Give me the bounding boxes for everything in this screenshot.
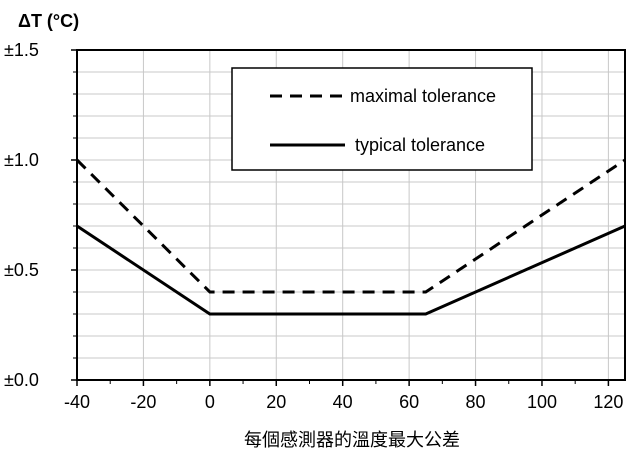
x-tick-label: -40 <box>64 392 90 412</box>
x-tick-label: 0 <box>205 392 215 412</box>
y-tick-label: ±0.5 <box>4 260 39 280</box>
legend-label-maximal: maximal tolerance <box>350 86 496 106</box>
series-layer <box>75 158 626 316</box>
y-tick-label: ±1.0 <box>4 150 39 170</box>
x-tick-label: 20 <box>266 392 286 412</box>
x-tick-label: 40 <box>333 392 353 412</box>
plot-frame <box>76 49 626 381</box>
series-line-typical <box>76 224 626 316</box>
legend-box <box>231 67 533 171</box>
y-tick-label: ±1.5 <box>4 40 39 60</box>
chart-caption: 每個感測器的溫度最大公差 <box>244 430 460 451</box>
x-tick-label: -20 <box>130 392 156 412</box>
x-tick-label: 100 <box>527 392 557 412</box>
x-tick-label: 60 <box>399 392 419 412</box>
legend: maximal tolerance typical tolerance <box>231 67 533 171</box>
x-tick-label: 80 <box>466 392 486 412</box>
tick-layer: -40 -20 0 20 40 60 80 100 120 ±0.0 ±0.5 ±1.0 ±1.5 <box>4 40 623 412</box>
legend-label-typical: typical tolerance <box>355 135 485 155</box>
series-line-maximal <box>75 158 626 294</box>
x-tick-label: 120 <box>593 392 623 412</box>
y-axis-title: ΔT (°C) <box>18 11 79 31</box>
y-tick-label: ±0.0 <box>4 370 39 390</box>
